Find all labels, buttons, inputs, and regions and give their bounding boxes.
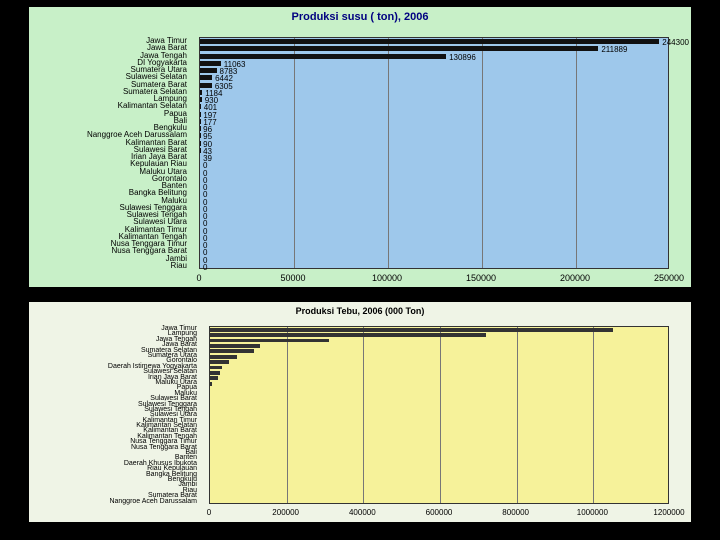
chart-title: Produksi susu ( ton), 2006 [29, 11, 691, 23]
chart-bar [200, 83, 212, 88]
value-label: 0 [203, 263, 207, 272]
gridline [576, 38, 577, 268]
gridline [593, 327, 594, 503]
gridline [294, 38, 295, 268]
chart-bar [210, 333, 486, 337]
x-tick-label: 250000 [654, 273, 684, 283]
chart-bar [210, 382, 212, 386]
chart-bar [200, 75, 212, 80]
chart-bar [210, 349, 254, 353]
value-label: 244300 [662, 38, 689, 47]
chart-bar [200, 90, 202, 95]
x-tick-label: 400000 [349, 508, 376, 517]
value-label: 211889 [601, 45, 627, 54]
chart-bar [210, 376, 218, 380]
chart-bar [210, 328, 613, 332]
chart-bar [210, 339, 329, 343]
chart-bar [210, 344, 260, 348]
x-tick-label: 1200000 [653, 508, 684, 517]
category-label: Nanggroe Aceh Darussalam [109, 499, 197, 504]
category-label: Riau [171, 262, 187, 269]
chart-bar [200, 39, 659, 44]
x-tick-label: 600000 [426, 508, 453, 517]
plot-area: 2443002118891308961106387836442630511849… [199, 37, 669, 269]
chart-title: Produksi Tebu, 2006 (000 Ton) [29, 306, 691, 316]
x-tick-label: 200000 [272, 508, 299, 517]
chart-bar [200, 61, 221, 66]
chart-bar [200, 68, 217, 73]
chart-bar [210, 360, 229, 364]
x-tick-label: 1000000 [577, 508, 608, 517]
gridline [388, 38, 389, 268]
chart-bar [210, 355, 237, 359]
chart-bar [200, 104, 201, 109]
x-tick-label: 150000 [466, 273, 496, 283]
chart-bar [200, 97, 202, 102]
gridline [440, 327, 441, 503]
gridline [287, 327, 288, 503]
x-tick-label: 0 [196, 273, 201, 283]
chart-bar [210, 366, 222, 370]
x-tick-label: 0 [207, 508, 211, 517]
x-tick-label: 50000 [280, 273, 305, 283]
chart-panel-1: Produksi susu ( ton), 2006 244300 211889 13… [25, 3, 695, 291]
x-tick-label: 200000 [560, 273, 590, 283]
gridline [517, 327, 518, 503]
gridline [363, 327, 364, 503]
chart-bar [210, 371, 220, 375]
chart-bar [200, 54, 446, 59]
x-tick-label: 100000 [372, 273, 402, 283]
plot-area [209, 326, 669, 504]
x-tick-label: 800000 [502, 508, 529, 517]
value-label: 130896 [449, 53, 476, 62]
gridline [482, 38, 483, 268]
chart-panel-2: Produksi Tebu, 2006 (000 Ton) 0 200000 4000… [25, 298, 695, 526]
chart-bar [200, 46, 598, 51]
